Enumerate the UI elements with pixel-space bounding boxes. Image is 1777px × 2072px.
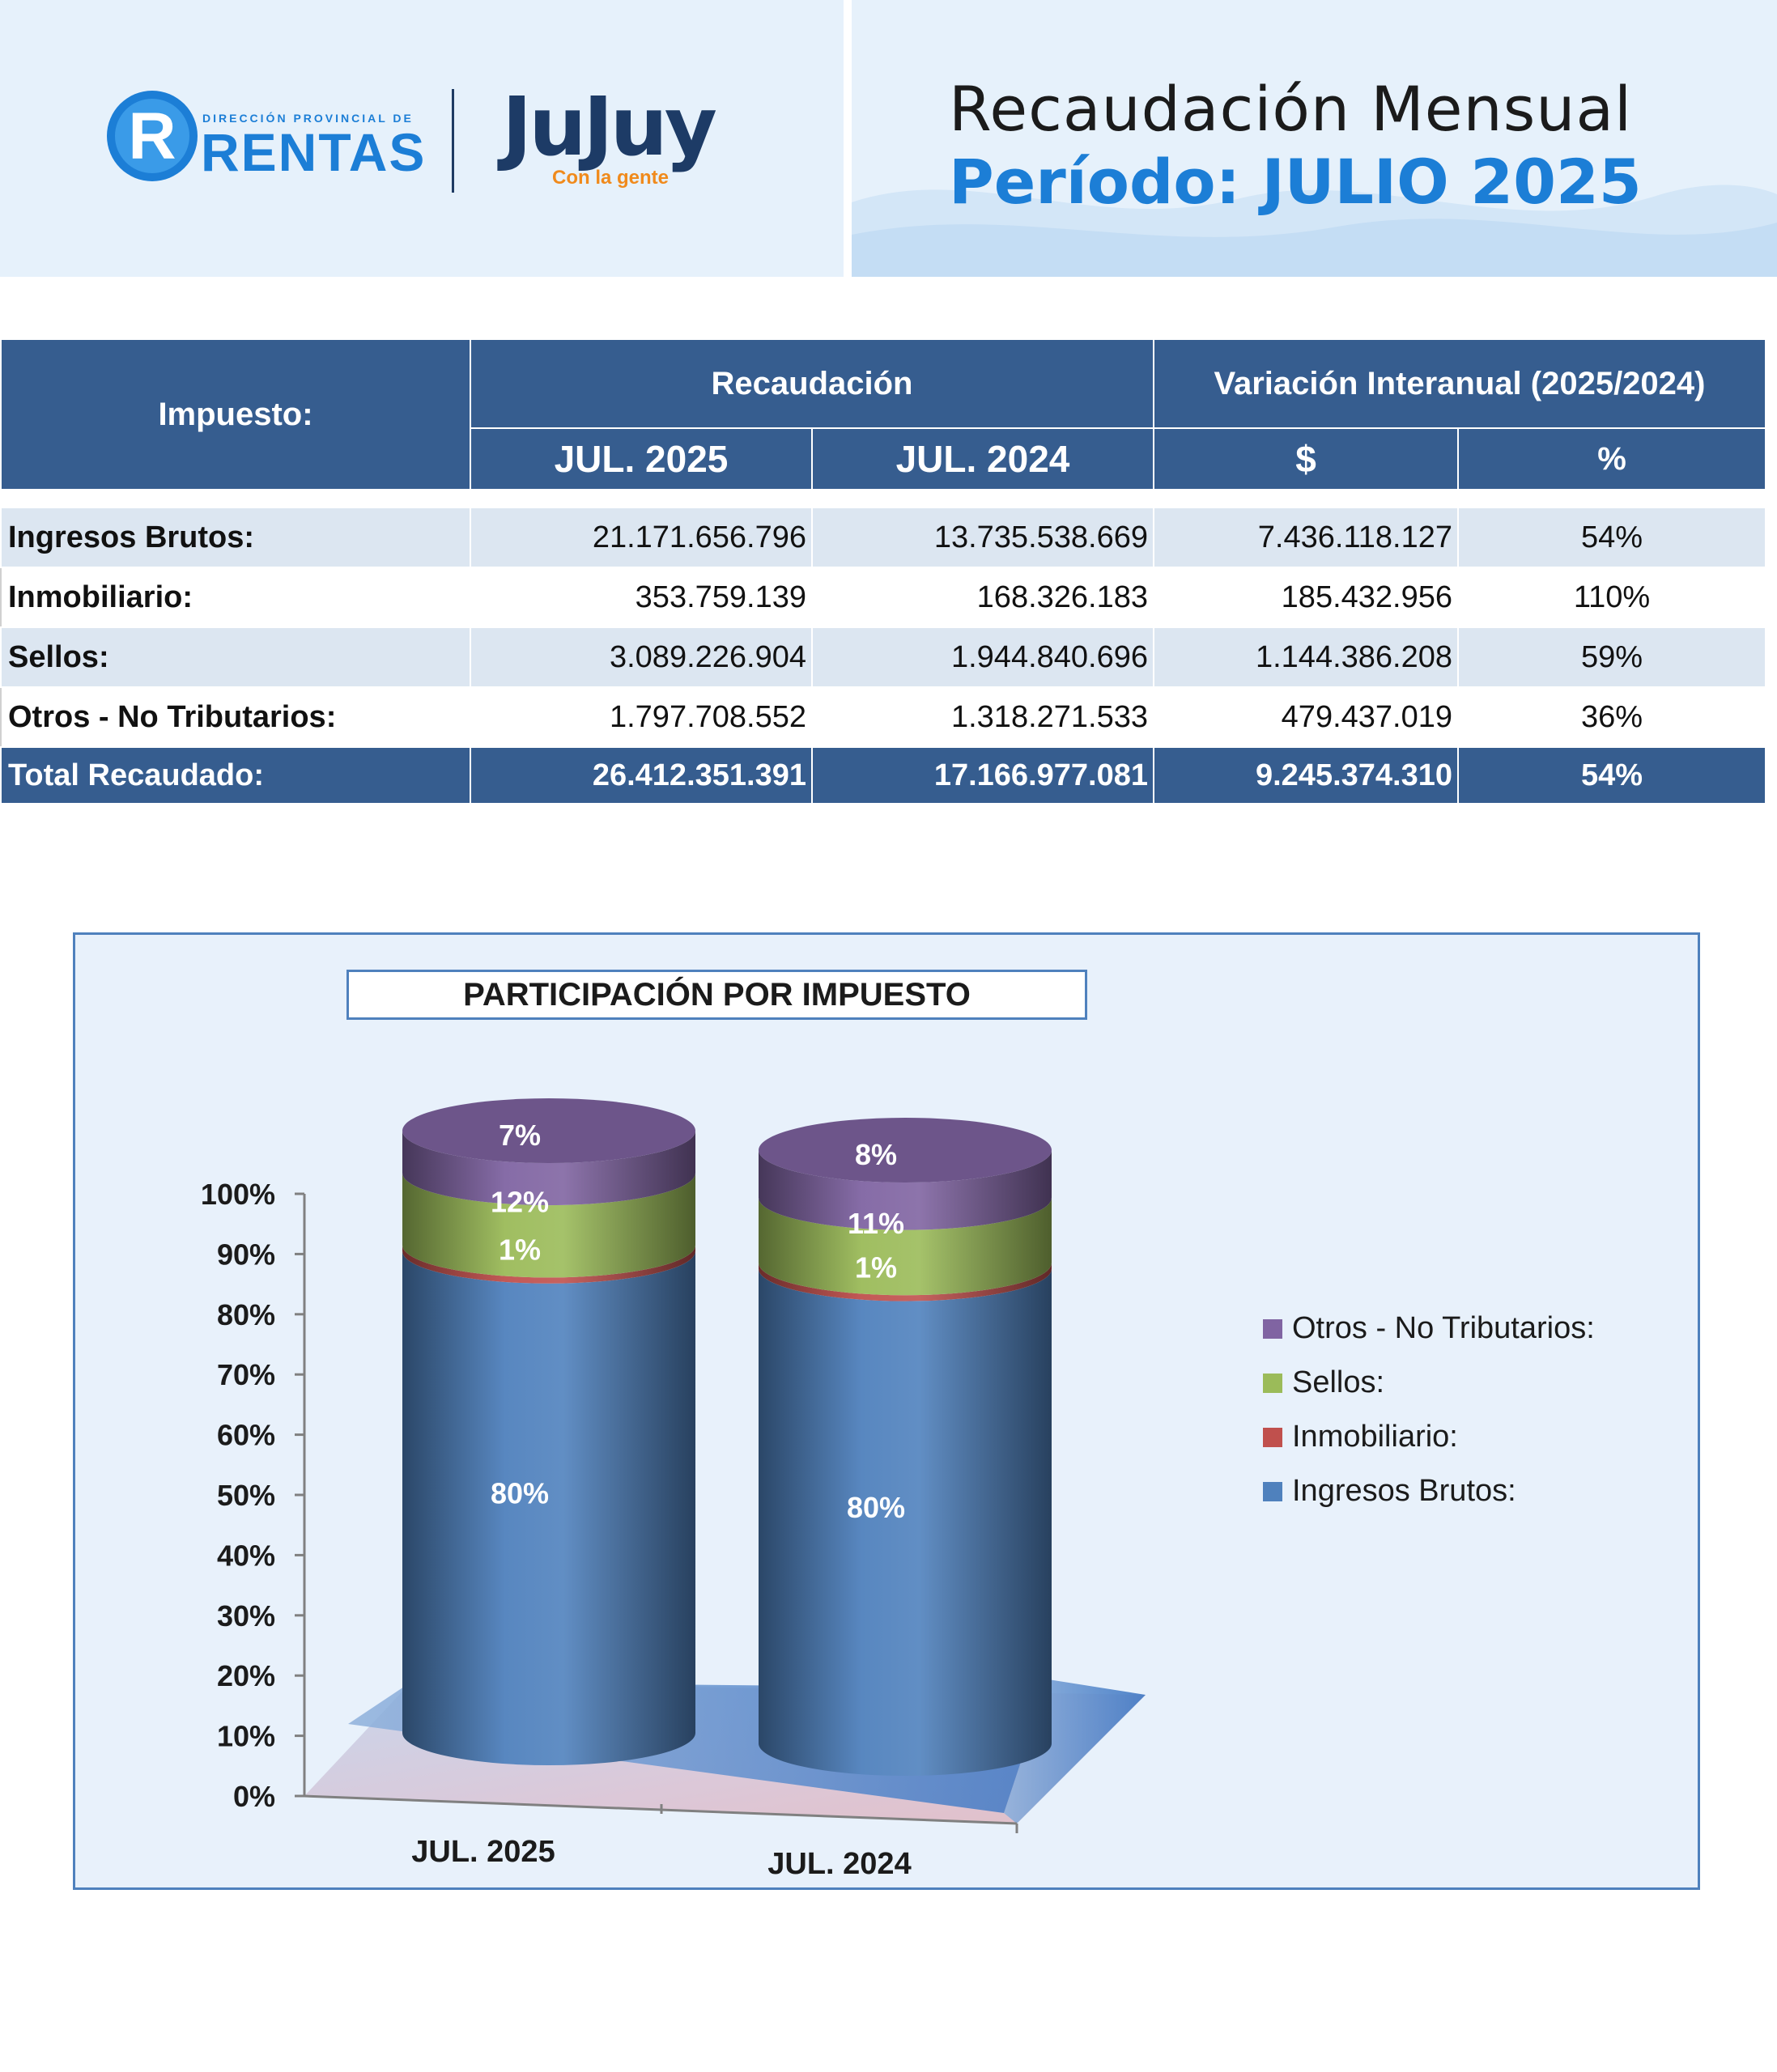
jujuy-logo-text: JuJuy (502, 79, 717, 174)
total-label: Total Recaudado: (0, 746, 471, 805)
table-row: Inmobiliario: 353.759.139 168.326.183 18… (0, 567, 1767, 628)
cell-jul-2025: 21.171.656.796 (470, 507, 813, 568)
header-right-panel (852, 0, 1777, 277)
chart-title: PARTICIPACIÓN POR IMPUESTO (346, 970, 1087, 1020)
data-label: 80% (491, 1476, 549, 1509)
total-row: Total Recaudado: 26.412.351.391 17.166.9… (0, 746, 1767, 805)
rentas-logo-text: RENTAS (201, 122, 427, 182)
header-variacion-abs: $ (1153, 427, 1459, 490)
rentas-logo-icon: R (107, 91, 198, 181)
y-tick-label: 0% (233, 1780, 275, 1813)
cell-jul-2025: 1.797.708.552 (470, 686, 813, 748)
row-label: Inmobiliario: (0, 567, 471, 628)
data-label: 7% (499, 1119, 541, 1152)
legend-swatch (1263, 1319, 1282, 1339)
cell-jul-2025: 3.089.226.904 (470, 626, 813, 688)
cell-variacion-pct: 54% (1456, 507, 1767, 568)
y-tick-label: 40% (217, 1539, 275, 1572)
legend-label: Otros - No Tributarios: (1292, 1311, 1595, 1345)
y-tick-label: 50% (217, 1479, 275, 1512)
cell-variacion-abs: 1.144.386.208 (1153, 626, 1459, 688)
y-tick-label: 70% (217, 1358, 275, 1391)
legend-label: Sellos: (1292, 1365, 1384, 1399)
table-row: Otros - No Tributarios: 1.797.708.552 1.… (0, 686, 1767, 748)
table-row: Ingresos Brutos: 21.171.656.796 13.735.5… (0, 507, 1767, 568)
data-label: 11% (848, 1207, 904, 1240)
x-category-label: JUL. 2024 (767, 1847, 911, 1881)
header-recaudacion: Recaudación (470, 338, 1154, 429)
header-variacion: Variación Interanual (2025/2024) (1152, 338, 1767, 429)
header-jul-2025: JUL. 2025 (470, 427, 813, 490)
bar-top-cap (759, 1118, 1052, 1182)
table-row: Sellos: 3.089.226.904 1.944.840.696 1.14… (0, 626, 1767, 688)
cell-jul-2024: 1.318.271.533 (811, 686, 1154, 748)
bar-segment (759, 1197, 1052, 1296)
legend-label: Inmobiliario: (1292, 1420, 1458, 1454)
header-jul-2024: JUL. 2024 (811, 427, 1154, 490)
total-jul-2024: 17.166.977.081 (811, 746, 1154, 805)
cell-variacion-abs: 479.437.019 (1153, 686, 1459, 748)
svg-text:R: R (128, 100, 176, 173)
cell-variacion-abs: 185.432.956 (1153, 567, 1459, 628)
bar-segment (402, 1245, 695, 1284)
jujuy-logo-tagline: Con la gente (552, 167, 670, 189)
y-tick-label: 80% (217, 1298, 275, 1331)
cell-jul-2024: 13.735.538.669 (811, 507, 1154, 568)
header-impuesto: Impuesto: (0, 338, 471, 490)
bar-segment (402, 1131, 695, 1206)
cell-jul-2025: 353.759.139 (470, 567, 813, 628)
bar-segment (759, 1150, 1052, 1230)
revenue-table: Impuesto: Recaudación Variación Interanu… (0, 338, 1767, 805)
legend-swatch (1263, 1374, 1282, 1393)
cell-variacion-pct: 36% (1456, 686, 1767, 748)
data-label: 1% (499, 1233, 541, 1266)
cell-variacion-pct: 110% (1456, 567, 1767, 628)
page-title: Recaudación Mensual (949, 73, 1633, 145)
header-variacion-pct: % (1456, 427, 1767, 490)
y-tick-label: 90% (217, 1238, 275, 1271)
legend-label: Ingresos Brutos: (1292, 1474, 1516, 1508)
data-label: 80% (847, 1491, 905, 1524)
total-jul-2025: 26.412.351.391 (470, 746, 813, 805)
rentas-logo-subtitle: DIRECCIÓN PROVINCIAL DE (202, 112, 414, 125)
cell-variacion-pct: 59% (1456, 626, 1767, 688)
y-tick-label: 60% (217, 1419, 275, 1452)
legend-swatch (1263, 1428, 1282, 1447)
header-wave-decoration (852, 185, 1777, 277)
y-tick-label: 30% (217, 1599, 275, 1633)
data-label: 12% (491, 1186, 549, 1219)
row-label: Ingresos Brutos: (0, 507, 471, 568)
row-label: Sellos: (0, 626, 471, 688)
data-label: 1% (855, 1250, 897, 1284)
bar-segment (402, 1173, 695, 1278)
cell-jul-2024: 1.944.840.696 (811, 626, 1154, 688)
logo-divider (452, 89, 454, 193)
data-label: 8% (855, 1138, 897, 1171)
total-variacion-abs: 9.245.374.310 (1153, 746, 1459, 805)
row-label: Otros - No Tributarios: (0, 686, 471, 748)
bar-segment (759, 1268, 1052, 1776)
bar-top-cap (402, 1098, 695, 1163)
bar-segment (402, 1250, 695, 1765)
y-tick-label: 20% (217, 1659, 275, 1692)
y-tick-label: 100% (201, 1178, 275, 1211)
cell-jul-2024: 168.326.183 (811, 567, 1154, 628)
bar-segment (759, 1263, 1052, 1301)
y-tick-label: 10% (217, 1720, 275, 1753)
legend-swatch (1263, 1482, 1282, 1501)
x-category-label: JUL. 2025 (411, 1835, 555, 1869)
period-title: Período: JULIO 2025 (949, 146, 1642, 218)
total-variacion-pct: 54% (1456, 746, 1767, 805)
cell-variacion-abs: 7.436.118.127 (1153, 507, 1459, 568)
